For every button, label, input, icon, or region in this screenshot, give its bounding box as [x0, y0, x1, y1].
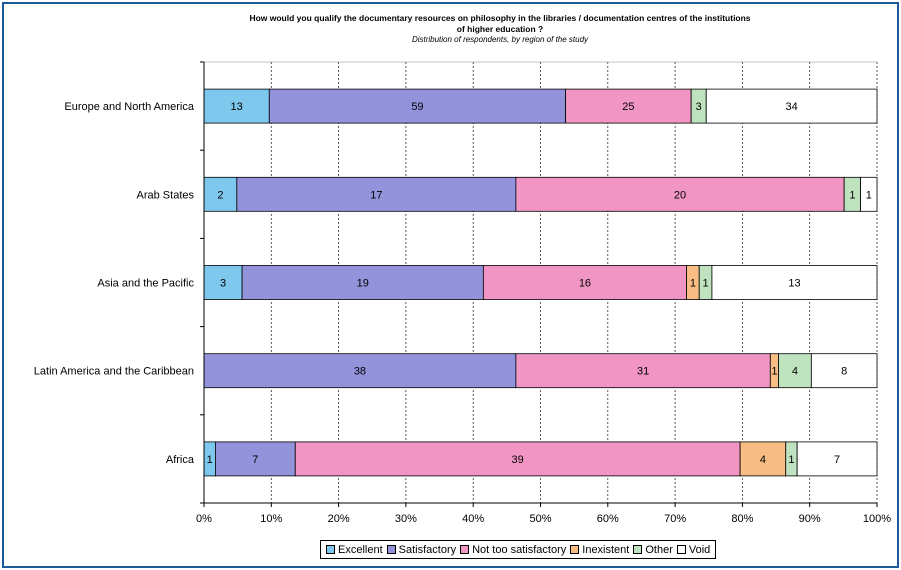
x-tick-label: 30% — [395, 513, 417, 525]
data-label: 13 — [788, 278, 800, 290]
bar-segment — [515, 353, 771, 389]
bar-segment — [268, 88, 567, 124]
data-label: 1 — [788, 454, 794, 466]
data-label: 4 — [792, 366, 798, 378]
bar-segment — [203, 176, 238, 212]
chart-title: How would you qualify the documentary re… — [200, 13, 800, 35]
bar-segment — [236, 176, 517, 212]
legend-item: Void — [676, 543, 711, 556]
data-label: 3 — [696, 101, 702, 113]
data-label: 7 — [252, 454, 258, 466]
legend-swatch — [570, 545, 580, 554]
legend-swatch — [676, 545, 686, 554]
data-label: 39 — [512, 454, 524, 466]
bar-segment — [705, 88, 878, 124]
data-label: 25 — [622, 101, 634, 113]
category-label: Latin America and the Caribbean — [34, 366, 194, 378]
x-tick-label: 90% — [799, 513, 821, 525]
x-tick-label: 70% — [664, 513, 686, 525]
legend-label: Void — [688, 543, 711, 556]
legend-label: Satisfactory — [398, 543, 457, 556]
category-label: Africa — [166, 454, 195, 466]
bar-segment — [796, 441, 878, 477]
data-label: 38 — [354, 366, 366, 378]
x-tick-label: 0% — [196, 513, 212, 525]
bar-segment — [778, 353, 812, 389]
data-label: 1 — [207, 454, 213, 466]
data-label: 1 — [849, 189, 855, 201]
data-label: 59 — [411, 101, 423, 113]
x-tick-label: 20% — [328, 513, 350, 525]
x-tick-label: 50% — [529, 513, 551, 525]
legend-label: Excellent — [338, 543, 383, 556]
data-label: 1 — [703, 278, 709, 290]
legend-swatch — [386, 545, 396, 554]
data-label: 16 — [579, 278, 591, 290]
data-label: 17 — [370, 189, 382, 201]
bar-segment — [203, 353, 517, 389]
data-label: 19 — [357, 278, 369, 290]
bar-segment — [241, 265, 484, 300]
bar-segment — [711, 265, 878, 300]
bar-segment — [515, 176, 845, 212]
chart-legend: Excellent Satisfactory Not too satisfactor… — [320, 540, 717, 559]
data-label: 1 — [771, 366, 777, 378]
chart-title-line-1: How would you qualify the documentary re… — [249, 13, 751, 23]
data-label: 34 — [785, 101, 797, 113]
legend-label: Other — [645, 543, 673, 556]
data-label: 2 — [217, 189, 223, 201]
legend-swatch — [633, 545, 643, 554]
chart-title-line-2: of higher education ? — [456, 24, 544, 34]
data-label: 1 — [866, 189, 872, 201]
bar-segment — [860, 176, 878, 212]
legend-item: Inexistent — [570, 544, 629, 556]
category-label: Arab States — [137, 189, 195, 201]
bar-segment — [203, 265, 243, 300]
chart-subtitle: Distribution of respondents, by region o… — [411, 35, 589, 44]
data-label: 8 — [841, 366, 847, 378]
bar-segment — [203, 88, 270, 124]
legend-label: Inexistent — [582, 543, 630, 556]
data-label: 3 — [220, 278, 226, 290]
legend-label: Not too satisfactory — [472, 543, 567, 556]
legend-swatch — [326, 545, 335, 554]
data-label: 4 — [760, 454, 766, 466]
bar-segment — [810, 353, 878, 389]
data-label: 20 — [674, 189, 686, 201]
data-label: 1 — [690, 278, 696, 290]
x-tick-label: 60% — [597, 513, 619, 525]
data-label: 13 — [231, 101, 243, 113]
x-tick-label: 80% — [731, 513, 753, 525]
legend-item: Excellent — [326, 544, 383, 556]
bar-segment — [739, 441, 787, 477]
legend-swatch — [460, 545, 470, 554]
category-label: Asia and the Pacific — [97, 278, 194, 290]
bar-segment — [565, 88, 692, 124]
x-tick-label: 10% — [260, 513, 282, 525]
data-label: 31 — [637, 366, 649, 378]
bar-segment — [482, 265, 687, 300]
data-label: 7 — [834, 454, 840, 466]
bar-segment — [294, 441, 741, 477]
x-tick-label: 40% — [462, 513, 484, 525]
category-label: Europe and North America — [64, 101, 195, 113]
legend-item: Not too satisfactory — [460, 544, 566, 556]
legend-item: Satisfactory — [386, 543, 457, 556]
legend-item: Other — [633, 544, 673, 556]
x-tick-label: 100% — [863, 513, 891, 525]
